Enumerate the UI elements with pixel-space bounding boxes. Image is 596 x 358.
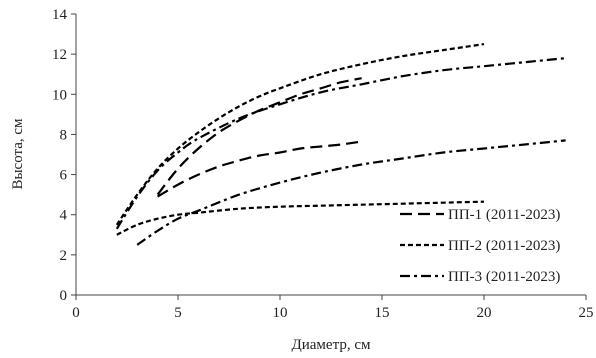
legend: ПП-1 (2011-2023) ПП-2 (2011-2023) ПП-3 (20…: [400, 207, 560, 285]
x-tick-label: 5: [174, 305, 182, 321]
y-tick-label: 14: [52, 7, 68, 23]
x-tick-label: 20: [477, 305, 492, 321]
series-1-curve-2: [157, 140, 362, 198]
axes: [75, 14, 586, 296]
legend-label: ПП-1 (2011-2023): [448, 207, 560, 223]
plot-lines: [115, 43, 566, 246]
y-tick-label: 10: [52, 87, 67, 103]
tick-labels: 0 5 10 15 20 25 0 2 4 6 8 10 12 14: [52, 7, 594, 321]
legend-item: ПП-3 (2011-2023): [400, 269, 560, 285]
series-2-curve-1: [115, 43, 485, 226]
series-3-curve-1: [115, 57, 566, 230]
series-2-curve-2: [116, 200, 485, 236]
y-tick-label: 0: [60, 288, 68, 304]
series-3-curve-2: [136, 139, 566, 246]
y-tick-label: 4: [60, 208, 68, 224]
legend-label: ПП-2 (2011-2023): [448, 238, 560, 254]
y-axis-label: Высота, см: [10, 118, 26, 190]
x-axis-label: Диаметр, см: [292, 337, 371, 353]
x-tick-label: 25: [579, 305, 594, 321]
legend-item: ПП-1 (2011-2023): [400, 207, 560, 223]
y-tick-label: 8: [60, 127, 68, 143]
x-tick-label: 0: [72, 305, 80, 321]
legend-label: ПП-3 (2011-2023): [448, 269, 560, 285]
y-tick-label: 6: [60, 168, 68, 184]
y-tick-label: 2: [60, 248, 68, 264]
legend-item: ПП-2 (2011-2023): [400, 238, 560, 254]
x-tick-label: 10: [273, 305, 288, 321]
y-tick-label: 12: [52, 47, 67, 63]
x-tick-label: 15: [375, 305, 390, 321]
